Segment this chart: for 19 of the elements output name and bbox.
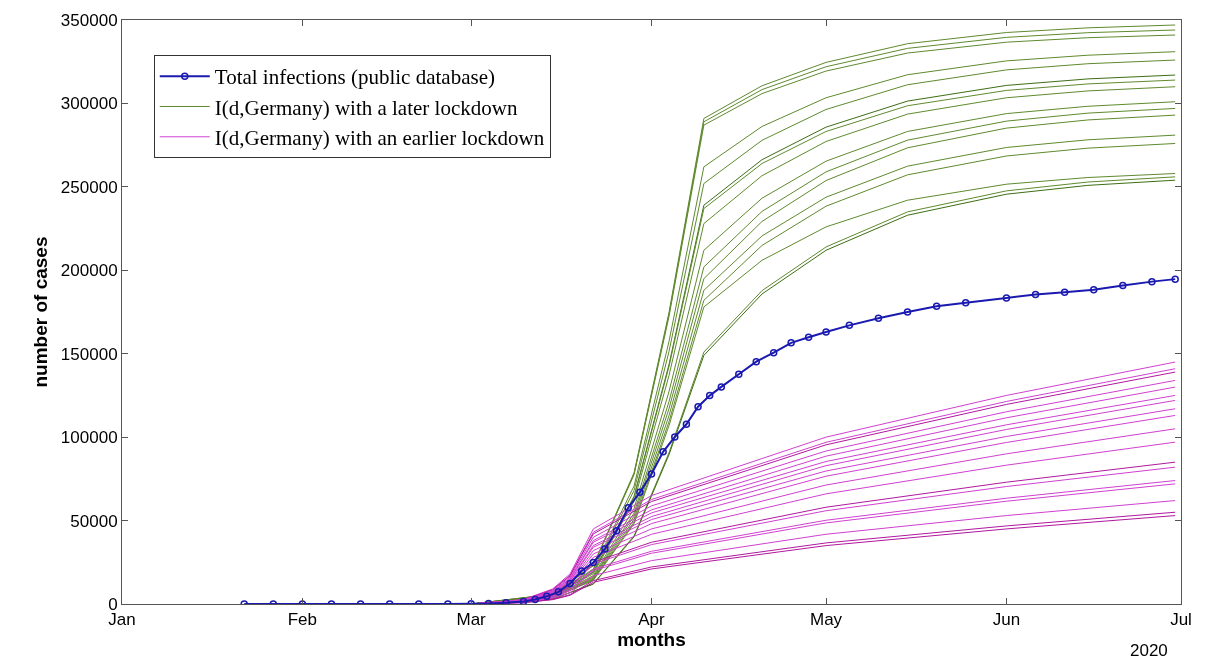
- y-tick-label: 350000: [60, 10, 118, 30]
- x-tick-label: May: [810, 610, 843, 630]
- legend-label: I(d,Germany) with an earlier lockdown: [214, 125, 545, 150]
- legend-label: I(d,Germany) with a later lockdown: [214, 95, 518, 120]
- x-tick-label: Jun: [992, 610, 1021, 630]
- x-tick-label: Jul: [1170, 610, 1192, 630]
- x-tick-label: Apr: [638, 610, 666, 630]
- y-axis-title: number of cases: [29, 236, 51, 388]
- text: 2020: [1130, 641, 1168, 660]
- legend-label: Total infections (public database): [214, 65, 495, 90]
- x-tick-label: Mar: [456, 610, 487, 630]
- x-tick-label: Feb: [287, 610, 318, 630]
- y-tick-label: 100000: [60, 428, 118, 448]
- y-tick-label: 250000: [60, 177, 118, 197]
- y-tick-label: 300000: [60, 94, 118, 114]
- y-tick-label: 200000: [60, 261, 118, 281]
- y-tick-label: 50000: [70, 511, 118, 531]
- y-tick-label: 150000: [60, 344, 118, 364]
- x-axis-title: months: [617, 629, 686, 651]
